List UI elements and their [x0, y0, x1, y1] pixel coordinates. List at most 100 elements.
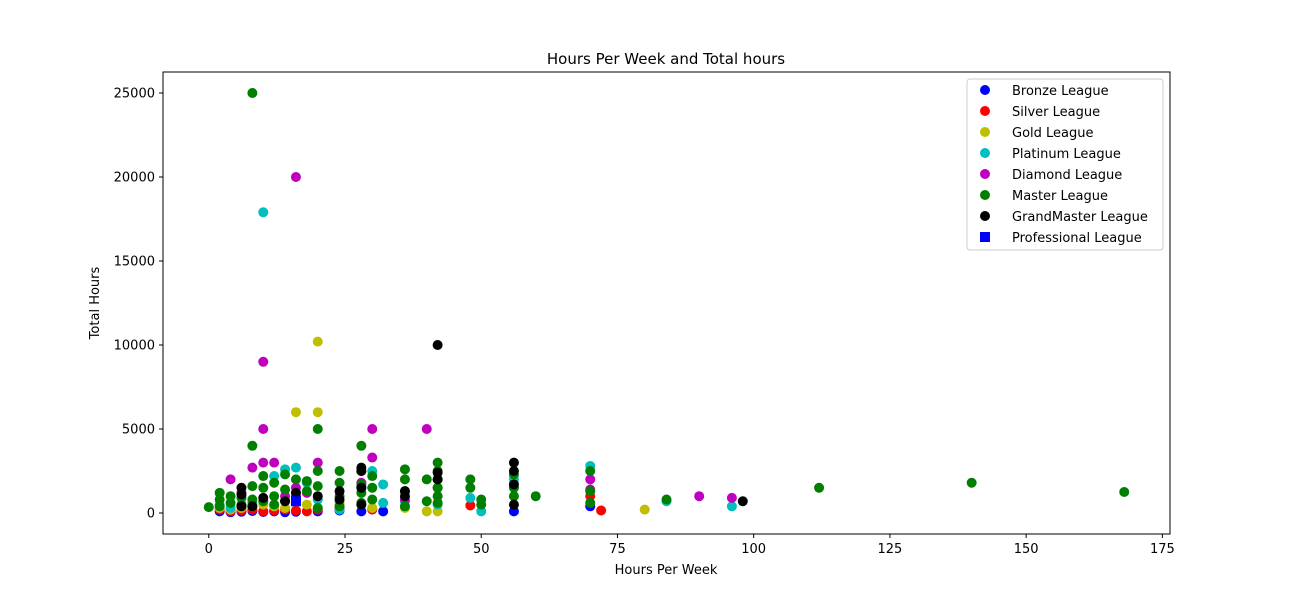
y-tick-label: 20000 — [114, 171, 155, 186]
platinum-league-point — [378, 479, 389, 490]
diamond-league-point — [585, 474, 596, 485]
master-league-point — [290, 474, 301, 485]
master-league-point — [247, 440, 258, 451]
legend-frame — [966, 78, 1164, 251]
grandmaster-league-point — [236, 489, 247, 500]
legend: Bronze League Silver League Gold League Pla… — [966, 78, 1164, 251]
master-league-point — [334, 477, 345, 488]
grandmaster-league-point — [334, 486, 345, 497]
diamond-league-point — [269, 457, 280, 468]
master-league-point — [301, 476, 312, 487]
gold-league-point — [290, 407, 301, 418]
diamond-league-point — [421, 424, 432, 434]
master-league-point — [1119, 487, 1130, 497]
diamond-league-point — [367, 452, 378, 463]
platinum-league-point — [378, 497, 389, 508]
master-league-point — [966, 477, 977, 488]
silver-league-point — [596, 505, 607, 516]
y-tick-label: 0 — [147, 507, 155, 522]
grandmaster-league-point — [312, 491, 323, 502]
master-league-point — [247, 481, 258, 492]
master-league-point — [225, 497, 236, 508]
diamond-league-point — [258, 356, 269, 367]
points-layer — [203, 88, 1130, 518]
master-league-point — [280, 484, 291, 495]
diamond-league-point — [258, 457, 269, 468]
gold-league-point — [367, 502, 378, 513]
master-league-point — [356, 440, 367, 451]
master-league-point — [432, 457, 443, 468]
professional-league-point — [290, 496, 301, 507]
platinum-league-point — [726, 501, 737, 512]
grandmaster-league-point — [356, 499, 367, 510]
legend-marker-silver-league — [980, 106, 990, 116]
grandmaster-league-point — [399, 491, 410, 502]
legend-marker-gold-league — [980, 127, 990, 137]
master-league-point — [530, 491, 541, 502]
x-tick-label: 0 — [205, 542, 213, 557]
master-league-point — [280, 469, 291, 480]
grandmaster-league-point — [334, 494, 345, 505]
diamond-league-point — [258, 424, 269, 434]
grandmaster-league-point — [508, 479, 519, 490]
master-league-point — [214, 501, 225, 512]
grandmaster-league-point — [432, 474, 443, 485]
legend-marker-grandmaster-league — [980, 211, 990, 221]
bronze-league-point — [378, 506, 389, 517]
master-league-point — [312, 502, 323, 513]
grandmaster-league-point — [236, 501, 247, 512]
diamond-league-point — [290, 172, 301, 182]
master-league-point — [585, 466, 596, 476]
master-league-point — [269, 491, 280, 502]
y-tick-label: 15000 — [114, 255, 155, 270]
legend-marker-diamond-league — [980, 169, 990, 179]
legend-label-platinum-league: Platinum League — [1012, 147, 1121, 162]
master-league-point — [399, 464, 410, 475]
master-league-point — [269, 499, 280, 510]
master-league-point — [301, 486, 312, 497]
grandmaster-league-point — [508, 457, 519, 468]
y-tick-label: 5000 — [122, 423, 155, 438]
grandmaster-league-point — [508, 466, 519, 476]
master-league-point — [269, 477, 280, 488]
master-league-point — [421, 496, 432, 507]
silver-league-point — [465, 500, 476, 511]
gold-league-point — [421, 506, 432, 517]
platinum-league-point — [465, 492, 476, 503]
gold-league-point — [301, 499, 312, 510]
gold-league-point — [312, 336, 323, 347]
master-league-point — [421, 474, 432, 485]
grandmaster-league-point — [432, 340, 443, 350]
diamond-league-point — [312, 457, 323, 468]
y-tick-label: 25000 — [114, 87, 155, 102]
diamond-league-point — [726, 492, 737, 503]
master-league-point — [814, 482, 825, 493]
gold-league-point — [312, 407, 323, 418]
master-league-point — [312, 466, 323, 476]
master-league-point — [367, 471, 378, 482]
grandmaster-league-point — [247, 501, 258, 512]
y-axis: 0 5000 10000 15000 20000 25000 — [114, 87, 163, 522]
master-league-point — [432, 482, 443, 493]
legend-label-silver-league: Silver League — [1012, 105, 1100, 120]
master-league-point — [203, 502, 214, 513]
master-league-point — [399, 474, 410, 485]
legend-label-bronze-league: Bronze League — [1012, 84, 1109, 99]
legend-label-master-league: Master League — [1012, 189, 1108, 204]
y-tick-label: 10000 — [114, 339, 155, 354]
master-league-point — [476, 499, 487, 510]
legend-marker-master-league — [980, 190, 990, 200]
legend-label-grandmaster-league: GrandMaster League — [1012, 210, 1148, 225]
legend-label-diamond-league: Diamond League — [1012, 168, 1122, 183]
master-league-point — [312, 481, 323, 492]
chart-title: Hours Per Week and Total hours — [547, 50, 785, 68]
master-league-point — [399, 501, 410, 512]
diamond-league-point — [225, 474, 236, 485]
grandmaster-league-point — [356, 482, 367, 493]
master-league-point — [258, 482, 269, 493]
x-tick-label: 125 — [878, 542, 903, 557]
grandmaster-league-point — [508, 499, 519, 510]
x-tick-label: 50 — [473, 542, 490, 557]
master-league-point — [367, 482, 378, 493]
